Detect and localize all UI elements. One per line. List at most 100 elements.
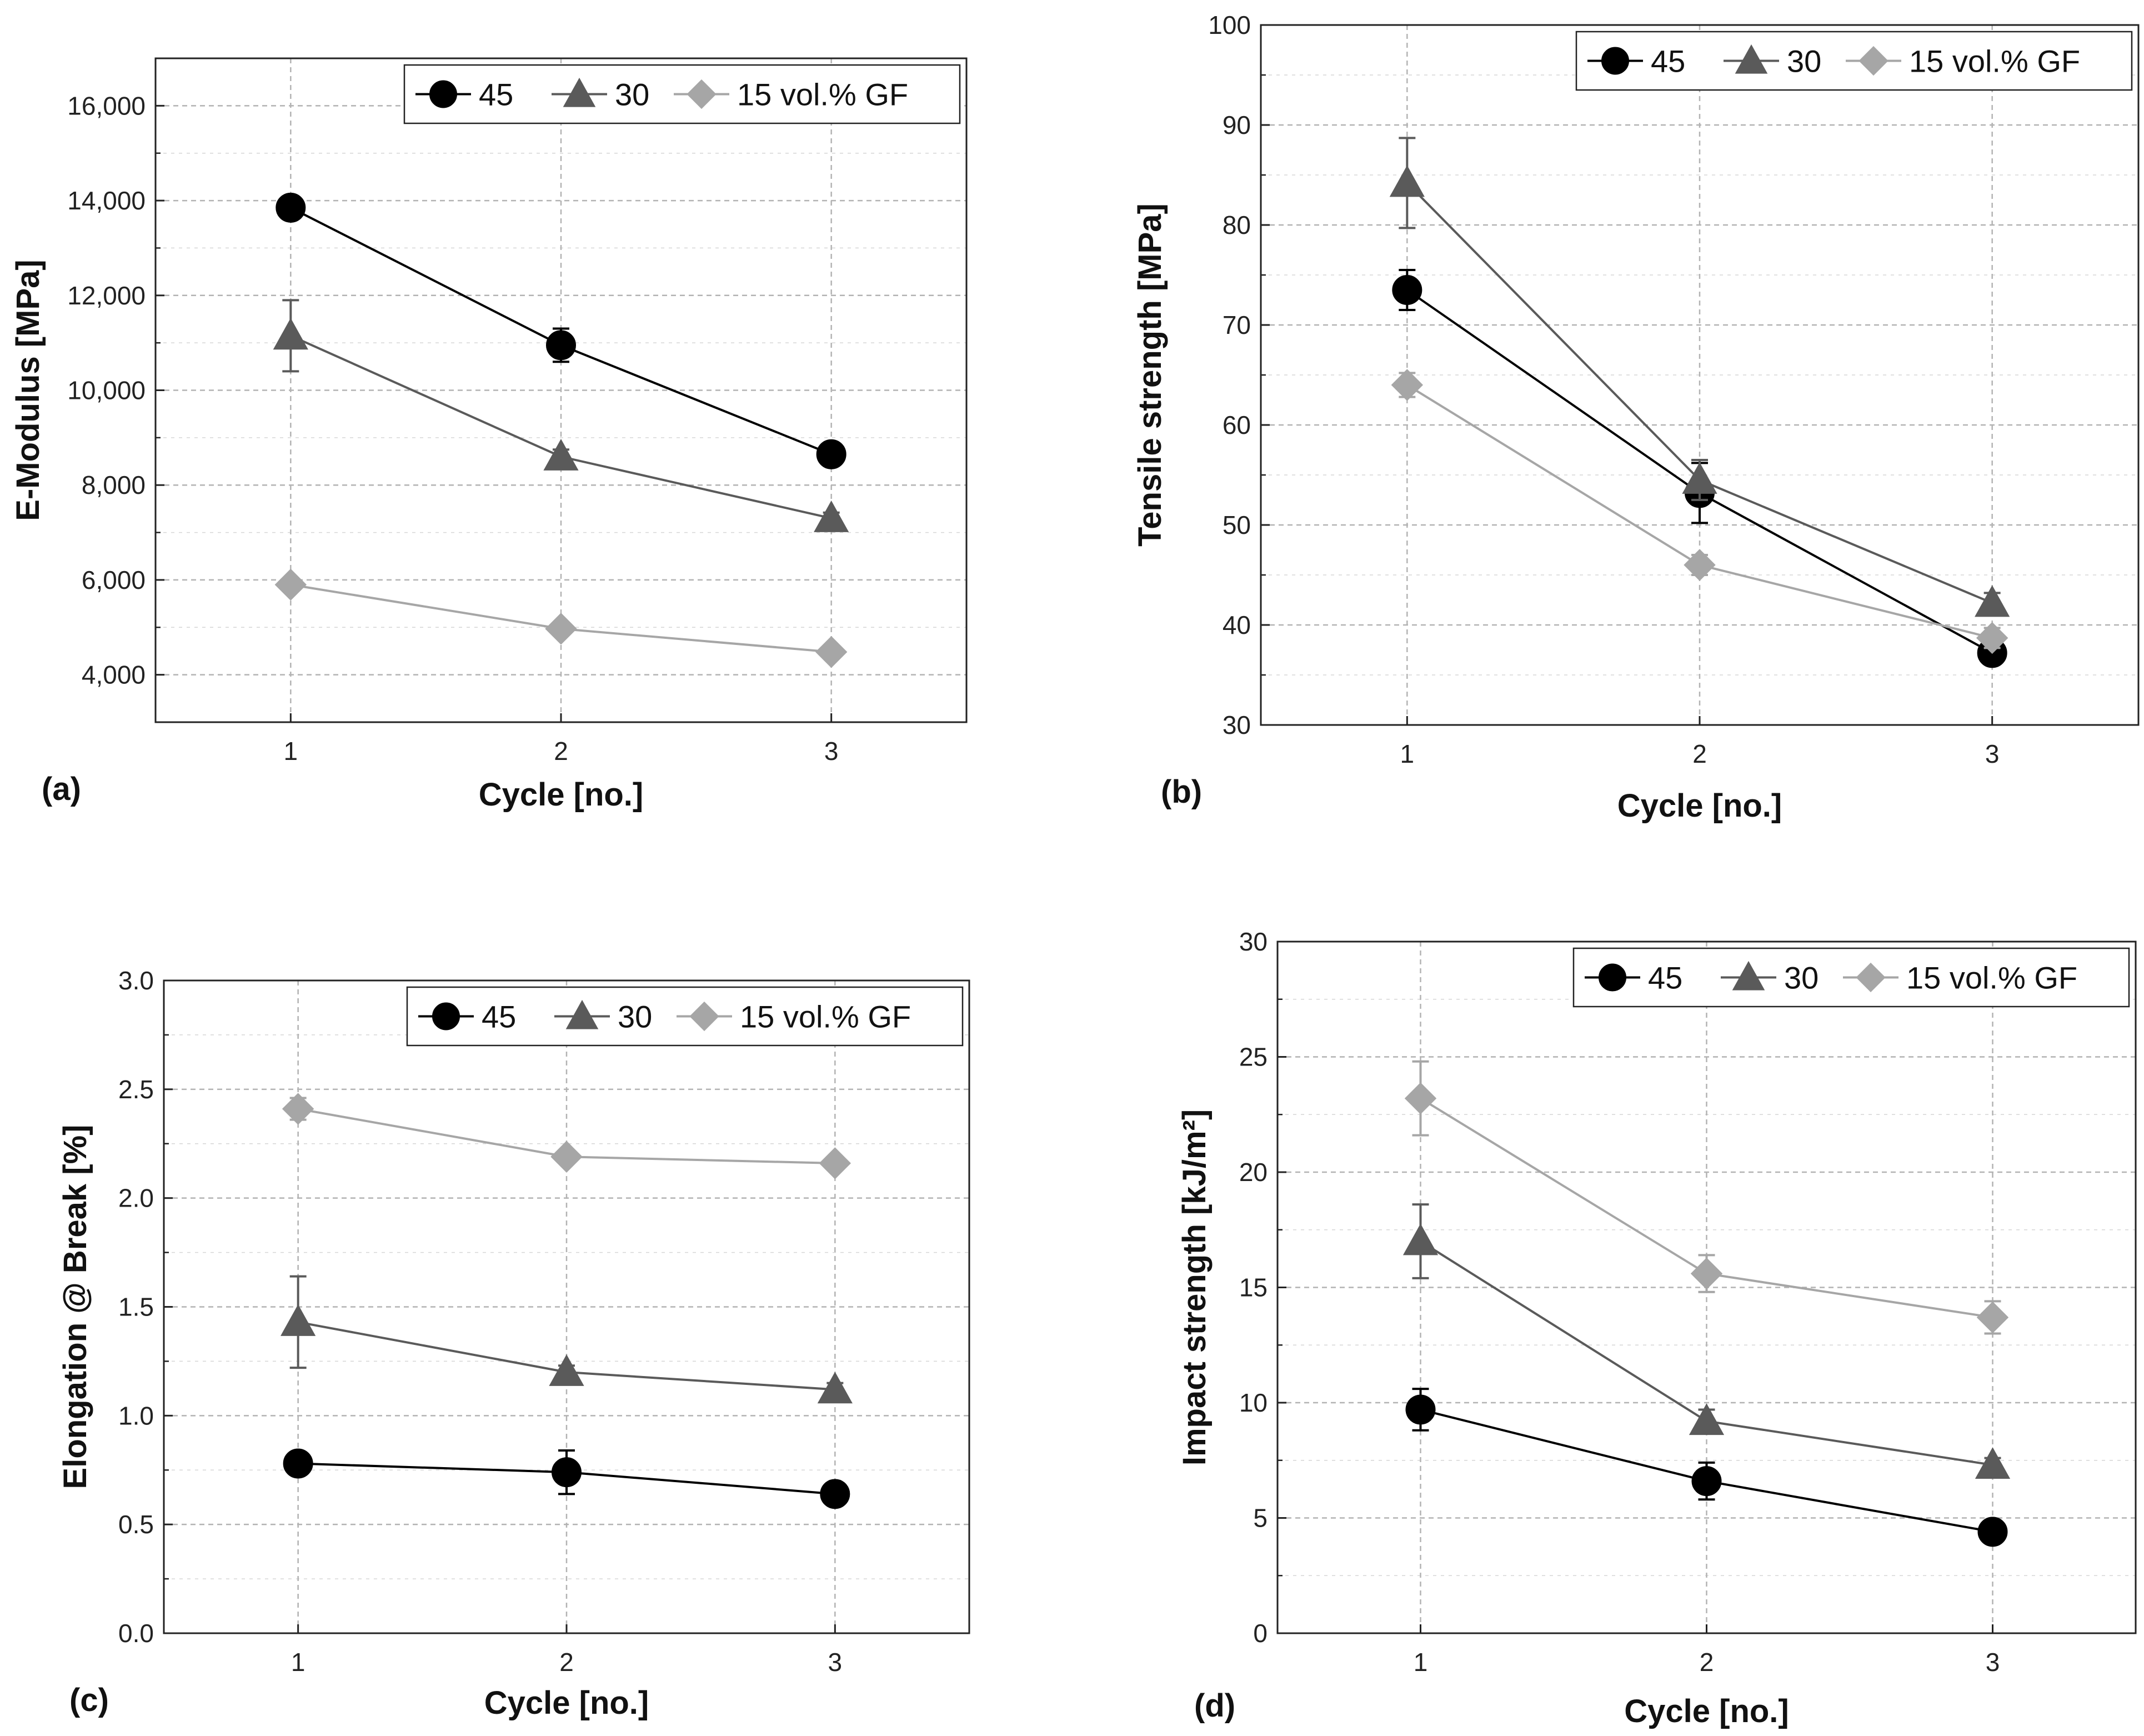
data-point [814,501,849,532]
y-tick-label: 2.5 [118,1075,154,1104]
data-point [546,330,576,361]
data-point [273,318,308,350]
y-tick-label: 90 [1223,111,1251,139]
panel-label: (c) [69,1682,109,1718]
data-point [543,439,579,471]
x-tick-label: 2 [559,1648,574,1677]
series-s45 [1405,1388,2008,1547]
legend-label: 45 [1648,960,1682,995]
y-tick-label: 6,000 [82,566,146,594]
legend-label: 15 vol.% GF [1906,960,2077,995]
y-axis-label: E-Modulus [MPa] [10,259,46,521]
x-axis-label: Cycle [no.] [484,1685,649,1721]
x-tick-label: 2 [1692,739,1707,768]
y-tick-label: 5 [1253,1504,1268,1533]
data-point [1976,1301,2009,1334]
data-point [1402,1223,1439,1255]
data-point [552,1457,582,1488]
x-tick-label: 3 [1986,1648,2000,1677]
y-tick-label: 50 [1223,511,1251,539]
y-axis-label: Tensile strength [MPa] [1132,203,1168,547]
data-point [1975,1447,2011,1479]
data-point [1391,369,1424,401]
y-tick-label: 10 [1239,1388,1268,1417]
data-point [1976,622,2008,654]
y-tick-label: 70 [1223,311,1251,339]
series-s15 [1404,1060,2009,1335]
y-tick-label: 100 [1208,11,1251,39]
grid-lines [164,980,969,1633]
data-point [283,1448,313,1479]
x-tick-label: 1 [284,737,298,766]
legend: 45 30 15 vol.% GF [406,986,964,1047]
panel-label: (b) [1161,774,1202,810]
x-axis-label: Cycle [no.] [1617,788,1782,824]
legend-label: 45 [479,77,513,112]
data-point [282,1093,314,1125]
legend-marker [1856,962,1886,993]
chart-panel-a: 4,000 6,000 8,000 10,000 12,000 14,000 16,000 1… [10,57,968,813]
y-tick-label: 0 [1253,1619,1268,1648]
panel-label: (d) [1194,1688,1235,1724]
chart-panel-c: 0.0 0.5 1.0 1.5 2.0 2.5 3.0 1 2 3 Cycle [no.] Elong… [57,966,970,1721]
chart-panel-b: 30 40 50 60 70 80 90 100 1 2 3 Cycle [no.] Tensile s… [1132,11,2140,824]
series-s30 [273,299,849,532]
legend-label: 30 [1787,44,1821,79]
y-tick-label: 25 [1239,1043,1268,1072]
y-tick-label: 20 [1239,1158,1268,1187]
data-point [280,1304,316,1336]
y-tick-label: 1.5 [118,1293,154,1322]
x-tick-label: 1 [291,1648,305,1677]
x-axis-label: Cycle [no.] [479,777,644,813]
y-tick-label: 80 [1223,211,1251,239]
data-point [817,1372,853,1404]
y-tick-label: 0.5 [118,1510,154,1539]
y-tick-label: 0.0 [118,1619,154,1648]
series-s15 [1391,369,2008,654]
data-point [819,1147,851,1179]
legend-marker [689,1001,719,1032]
data-point [1404,1082,1437,1114]
data-point [549,1354,584,1386]
data-point [815,636,848,668]
legend-label: 30 [615,77,649,112]
legend-label: 15 vol.% GF [1909,44,2080,79]
legend-label: 30 [1784,960,1819,995]
y-tick-label: 15 [1239,1273,1268,1302]
y-tick-label: 3.0 [118,966,154,995]
data-point [1689,1403,1725,1435]
y-tick-label: 12,000 [67,281,146,310]
data-point [545,613,577,645]
series-s45 [283,1448,850,1509]
y-tick-label: 60 [1223,411,1251,439]
x-tick-label: 2 [1700,1648,1714,1677]
x-tick-label: 1 [1400,739,1415,768]
y-tick-label: 40 [1223,611,1251,639]
y-axis-label: Elongation @ Break [%] [57,1125,93,1489]
data-point [1682,462,1717,494]
x-tick-label: 1 [1414,1648,1428,1677]
legend-label: 15 vol.% GF [740,999,911,1034]
series-s30 [1402,1203,2011,1479]
legend-marker [1859,46,1888,76]
legend-label: 45 [482,999,516,1034]
y-tick-label: 4,000 [82,661,146,689]
series-s45 [275,192,846,469]
data-point [275,192,306,223]
legend: 45 30 15 vol.% GF [403,64,961,124]
legend-marker [687,79,717,109]
legend-marker [432,1002,460,1030]
panel-label: (a) [42,771,81,807]
data-point [274,568,307,601]
data-point [1405,1394,1436,1425]
x-tick-label: 3 [828,1648,843,1677]
data-point [1977,1517,2008,1547]
y-tick-label: 16,000 [67,91,146,120]
y-tick-label: 30 [1239,927,1268,956]
data-point [820,1479,850,1509]
y-tick-label: 8,000 [82,471,146,499]
x-tick-label: 2 [554,737,568,766]
y-axis-label: Impact strength [kJ/m²] [1176,1109,1213,1465]
legend-label: 45 [1651,44,1685,79]
